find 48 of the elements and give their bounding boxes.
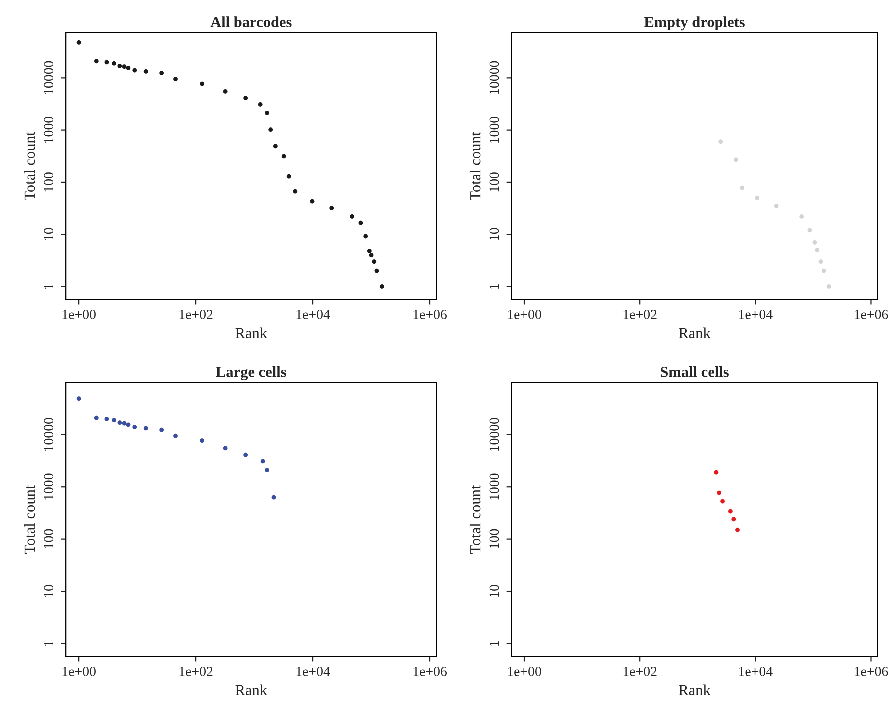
y-tick-label: 1: [490, 284, 500, 289]
chart-title: Large cells: [216, 366, 286, 381]
chart-title: Empty droplets: [644, 16, 745, 31]
x-tick-label: 1e+06: [855, 667, 888, 676]
chart-title: All barcodes: [210, 16, 292, 28]
x-tick-label: 1e+02: [180, 310, 213, 320]
x-tick-label: 1e+02: [624, 310, 657, 320]
y-tick-label: 1000: [490, 116, 500, 143]
x-tick-label: 1e+00: [62, 310, 96, 320]
y-axis-title: Total count: [470, 485, 481, 554]
x-tick-label: 1e+00: [62, 667, 96, 676]
x-tick-label: 1e+04: [296, 667, 330, 676]
chart-title: Small cells: [660, 366, 729, 378]
x-tick-label: 1e+04: [296, 310, 330, 320]
y-tick-label: 10000: [44, 418, 54, 452]
y-tick-label: 1000: [44, 474, 54, 500]
x-axis-title: Rank: [679, 328, 711, 339]
x-tick-label: 1e+06: [855, 310, 888, 320]
y-tick-label: 10000: [44, 61, 54, 94]
x-tick-label: 1e+06: [414, 667, 448, 676]
x-tick-label: 1e+04: [739, 667, 773, 676]
y-axis-title: Total count: [24, 132, 36, 201]
x-tick-label: 1e+00: [508, 310, 542, 320]
y-tick-label: 1: [44, 641, 54, 646]
x-tick-label: 1e+00: [508, 667, 542, 676]
y-tick-label: 10000: [490, 61, 500, 94]
y-tick-label: 10: [44, 585, 54, 598]
x-axis-title: Rank: [679, 684, 711, 696]
x-tick-label: 1e+02: [624, 667, 657, 676]
y-tick-label: 10: [490, 585, 500, 598]
x-tick-label: 1e+06: [414, 310, 448, 320]
y-tick-label: 1: [490, 641, 500, 646]
y-tick-label: 10: [490, 228, 500, 240]
y-tick-label: 1000: [44, 116, 54, 143]
y-tick-label: 1: [44, 284, 54, 289]
y-axis-title: Total count: [24, 485, 36, 554]
y-tick-label: 100: [44, 172, 54, 192]
y-tick-label: 1000: [490, 474, 500, 500]
x-tick-label: 1e+02: [180, 667, 213, 676]
y-tick-label: 100: [490, 529, 500, 549]
y-tick-label: 100: [44, 529, 54, 549]
y-tick-label: 10: [44, 228, 54, 240]
x-axis-title: Rank: [236, 684, 268, 696]
x-axis-title: Rank: [236, 328, 268, 339]
y-tick-label: 10000: [490, 418, 500, 452]
y-tick-label: 100: [490, 172, 500, 192]
x-tick-label: 1e+04: [739, 310, 773, 320]
y-axis-title: Total count: [470, 132, 481, 201]
